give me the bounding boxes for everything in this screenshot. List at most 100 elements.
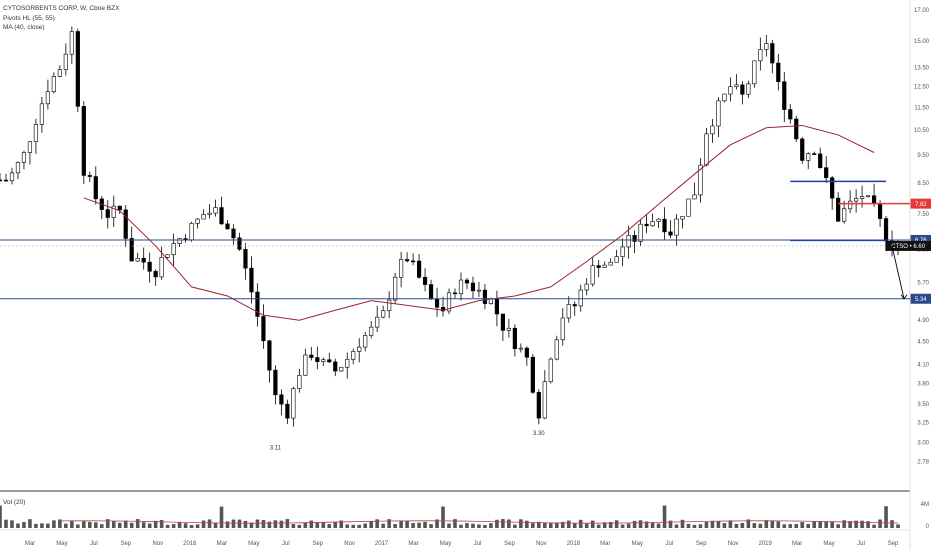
candle-body bbox=[339, 366, 344, 372]
y-tick-label-0: 17.00 bbox=[914, 8, 930, 14]
candle-body bbox=[351, 351, 356, 360]
volume-bar bbox=[177, 522, 182, 528]
volume-bar bbox=[626, 523, 631, 528]
volume-bar bbox=[848, 521, 852, 528]
candle-body bbox=[57, 69, 62, 77]
candle-body bbox=[452, 292, 458, 295]
candle-body bbox=[758, 49, 763, 62]
candle-body bbox=[614, 256, 619, 263]
candle-body bbox=[321, 359, 326, 362]
candle-body bbox=[33, 123, 39, 143]
volume-bar bbox=[824, 521, 828, 528]
candle-body bbox=[578, 289, 583, 307]
volume-bar bbox=[16, 523, 20, 528]
volume-bar bbox=[513, 524, 517, 528]
volume-bar bbox=[842, 520, 846, 528]
volume-bar bbox=[291, 523, 296, 528]
candle-body bbox=[674, 218, 679, 236]
volume-bar bbox=[447, 523, 451, 528]
candle-body bbox=[877, 203, 883, 219]
volume-bar bbox=[674, 524, 679, 528]
level-badge-label-3: CTSO • 6.60 bbox=[891, 244, 925, 250]
x-tick-label-22: Nov bbox=[728, 541, 739, 547]
volume-bar bbox=[650, 522, 655, 528]
candle-body bbox=[566, 304, 571, 319]
volume-bar bbox=[279, 520, 284, 528]
volume-bar bbox=[878, 519, 882, 528]
candle-body bbox=[428, 284, 434, 300]
volume-bar bbox=[82, 521, 86, 528]
volume-bar bbox=[267, 521, 272, 528]
candle-body bbox=[692, 194, 697, 200]
volume-bar bbox=[758, 523, 763, 528]
candle-body bbox=[794, 118, 799, 140]
volume-bar bbox=[608, 522, 613, 528]
volume-bar bbox=[303, 522, 308, 528]
volume-bar bbox=[64, 523, 68, 528]
candle-body bbox=[494, 298, 500, 315]
chart-legend: CYTOSORBENTS CORP, W, Cboe BZX Pivots HL… bbox=[3, 4, 119, 33]
candle-body bbox=[782, 81, 787, 110]
volume-bar bbox=[363, 523, 367, 528]
candle-body bbox=[554, 339, 559, 360]
volume-bar bbox=[273, 520, 278, 528]
volume-bar bbox=[405, 520, 409, 528]
x-tick-label-23: 2019 bbox=[758, 541, 772, 547]
volume-bar bbox=[465, 523, 469, 528]
volume-bar bbox=[854, 520, 858, 528]
y-tick-label-14: 3.80 bbox=[917, 382, 929, 388]
candle-body bbox=[830, 177, 835, 199]
volume-bar bbox=[477, 524, 481, 528]
x-tick-label-24: Mar bbox=[792, 541, 802, 547]
volume-bar bbox=[135, 519, 140, 528]
candle-body bbox=[680, 215, 685, 220]
candle-body bbox=[141, 257, 146, 263]
volume-bar bbox=[698, 524, 703, 528]
candle-body bbox=[345, 358, 350, 368]
volume-bar bbox=[800, 522, 805, 528]
candle-body bbox=[596, 265, 601, 268]
volume-bar bbox=[638, 520, 643, 528]
candle-body bbox=[213, 207, 218, 214]
candle-body bbox=[243, 249, 248, 269]
candle-body bbox=[704, 133, 709, 166]
volume-bar bbox=[752, 523, 757, 528]
candle-body bbox=[584, 283, 589, 291]
y-tick-label-11: 4.90 bbox=[917, 318, 929, 324]
level-badge-label-1: 5.34 bbox=[915, 297, 927, 303]
candle-body bbox=[399, 259, 404, 278]
volume-bar bbox=[483, 524, 487, 528]
candle-body bbox=[800, 138, 805, 161]
candle-body bbox=[482, 289, 488, 304]
x-tick-label-20: Jul bbox=[665, 541, 673, 547]
candle-body bbox=[410, 260, 416, 263]
volume-bar bbox=[46, 523, 50, 528]
candle-body bbox=[129, 238, 134, 262]
candle-body bbox=[752, 60, 757, 85]
volume-bar bbox=[225, 521, 230, 528]
volume-bar bbox=[543, 522, 547, 528]
candle-body bbox=[309, 354, 314, 358]
candle-body bbox=[812, 153, 817, 155]
x-tick-label-5: 2016 bbox=[183, 541, 197, 547]
y-tick-label-10: 5.70 bbox=[917, 280, 929, 286]
volume-bar bbox=[722, 523, 727, 528]
candle-body bbox=[572, 304, 577, 307]
candle-body bbox=[734, 84, 739, 87]
candle-body bbox=[871, 195, 877, 205]
candle-body bbox=[327, 359, 332, 363]
volume-axis-label-1: 0 bbox=[926, 524, 930, 530]
volume-bar bbox=[884, 506, 888, 528]
candle-body bbox=[147, 261, 152, 272]
candle-body bbox=[776, 62, 781, 83]
volume-bar bbox=[590, 520, 595, 528]
volume-bar bbox=[123, 520, 128, 528]
candle-body bbox=[27, 141, 33, 153]
volume-bar bbox=[746, 519, 751, 528]
volume-bar bbox=[357, 524, 362, 528]
volume-bar bbox=[644, 521, 649, 528]
volume-bar bbox=[129, 522, 134, 528]
x-tick-label-11: 2017 bbox=[375, 541, 389, 547]
volume-bar bbox=[806, 523, 811, 528]
